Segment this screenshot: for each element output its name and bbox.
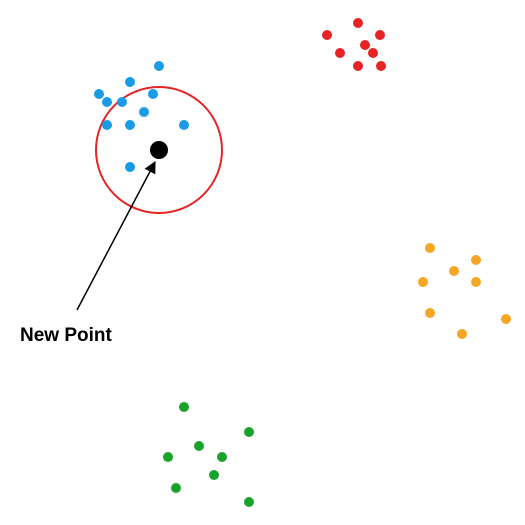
point-orange [471, 255, 481, 265]
cluster-orange [418, 243, 511, 339]
point-red [368, 48, 378, 58]
point-red [375, 30, 385, 40]
cluster-blue [94, 61, 189, 172]
pointer-arrow [76, 160, 156, 311]
point-orange [449, 266, 459, 276]
point-blue [154, 61, 164, 71]
point-red [360, 40, 370, 50]
point-green [163, 452, 173, 462]
point-blue [125, 77, 135, 87]
point-blue [102, 120, 112, 130]
point-blue [139, 107, 149, 117]
point-green [171, 483, 181, 493]
point-blue [125, 162, 135, 172]
point-blue [148, 89, 158, 99]
point-red [335, 48, 345, 58]
point-green [194, 441, 204, 451]
point-blue [125, 120, 135, 130]
point-blue [179, 120, 189, 130]
point-blue [117, 97, 127, 107]
point-red [322, 30, 332, 40]
point-orange [425, 243, 435, 253]
point-green [179, 402, 189, 412]
point-green [244, 497, 254, 507]
point-green [217, 452, 227, 462]
point-blue [102, 97, 112, 107]
point-orange [418, 277, 428, 287]
point-green [244, 427, 254, 437]
point-red [376, 61, 386, 71]
point-blue [94, 89, 104, 99]
new-point-marker [150, 141, 168, 159]
point-green [209, 470, 219, 480]
cluster-red [322, 18, 386, 71]
point-orange [425, 308, 435, 318]
cluster-green [163, 402, 254, 507]
neighborhood-circle [95, 86, 223, 214]
point-red [353, 18, 363, 28]
point-red [353, 61, 363, 71]
new-point-label: New Point [20, 325, 113, 346]
point-orange [501, 314, 511, 324]
point-orange [471, 277, 481, 287]
point-orange [457, 329, 467, 339]
